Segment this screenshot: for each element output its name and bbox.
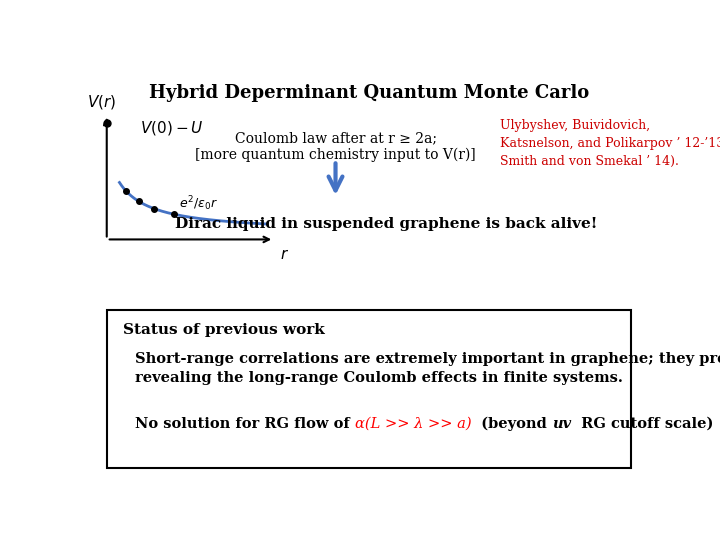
Text: RG cutoff scale): RG cutoff scale): [571, 417, 714, 431]
Text: Hybrid Deperminant Quantum Monte Carlo: Hybrid Deperminant Quantum Monte Carlo: [149, 84, 589, 102]
Text: $r$: $r$: [279, 248, 289, 262]
Text: [more quantum chemistry input to V(r)]: [more quantum chemistry input to V(r)]: [195, 148, 476, 163]
Text: Coulomb law after at r ≥ 2a;: Coulomb law after at r ≥ 2a;: [235, 131, 436, 145]
Text: uv: uv: [552, 417, 571, 431]
Text: Dirac liquid in suspended graphene is back alive!: Dirac liquid in suspended graphene is ba…: [174, 217, 597, 231]
Text: Short-range correlations are extremely important in graphene; they prevent one f: Short-range correlations are extremely i…: [135, 352, 720, 385]
Text: $V(r)$: $V(r)$: [86, 92, 116, 111]
Text: $V(0)-U$: $V(0)-U$: [140, 119, 204, 137]
Text: $e^2/\varepsilon_0 r$: $e^2/\varepsilon_0 r$: [179, 195, 218, 213]
Text: α(L >> λ >> a): α(L >> λ >> a): [354, 417, 471, 431]
Text: Status of previous work: Status of previous work: [124, 322, 325, 336]
Text: Ulybyshev, Buividovich,
Katsnelson, and Polikarpov ’ 12-’13
Smith and von Smekal: Ulybyshev, Buividovich, Katsnelson, and …: [500, 119, 720, 168]
Text: (beyond: (beyond: [471, 416, 552, 431]
Text: No solution for RG flow of: No solution for RG flow of: [135, 417, 354, 431]
FancyBboxPatch shape: [107, 310, 631, 468]
